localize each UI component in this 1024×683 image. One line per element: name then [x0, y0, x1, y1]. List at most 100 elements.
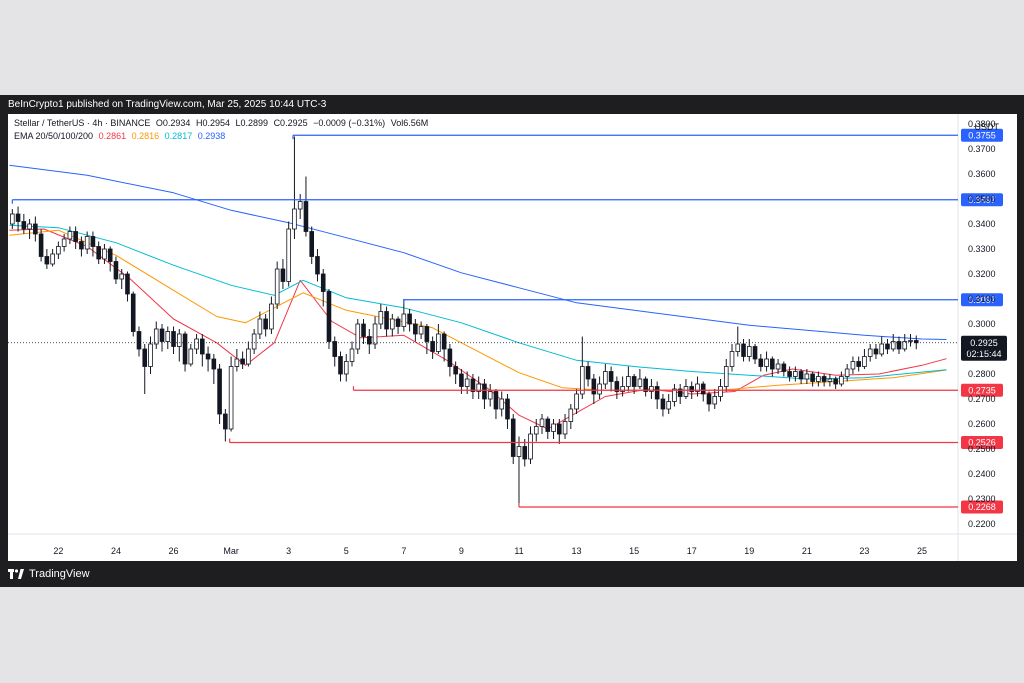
candle — [107, 246, 113, 272]
x-tick-label: 9 — [459, 546, 464, 556]
candle — [804, 369, 810, 384]
candle — [482, 379, 487, 409]
candle — [153, 321, 159, 349]
x-tick-label: 15 — [629, 546, 639, 556]
candle — [61, 234, 67, 252]
y-tick-label: 0.3300 — [968, 244, 996, 254]
level-price-label: 0.2735 — [968, 385, 996, 395]
candle — [729, 344, 735, 372]
candle — [649, 379, 654, 399]
candle — [33, 216, 38, 242]
chart-panel[interactable]: 0.3755 0.3497 0.3097 0.2735 0.2526 0.2268 0.29… — [8, 114, 1017, 561]
candle — [522, 439, 528, 467]
axis-layer: 0.3800 0.3700 0.3600 0.3500 0.3400 0.3300 0.32… — [53, 119, 995, 556]
resistance-level[interactable]: 0.3755 — [292, 128, 1003, 142]
quote-currency: USDT — [974, 122, 1000, 132]
candle — [654, 381, 660, 409]
ema-line-2 — [9, 229, 947, 391]
candle — [15, 206, 21, 232]
candle — [643, 376, 648, 397]
ema-title: EMA 20/50/100/200 — [14, 131, 94, 141]
ema50-value: 0.2816 — [131, 131, 160, 141]
candle — [816, 371, 821, 387]
level-price-label: 0.3097 — [968, 295, 996, 305]
symbol-legend: Stellar / TetherUS · 4h · BINANCE O0.293… — [14, 118, 431, 128]
candle — [366, 329, 372, 354]
candle — [424, 324, 430, 354]
candle — [499, 391, 505, 417]
tradingview-logo-icon — [8, 569, 24, 579]
candle — [539, 414, 545, 434]
candle — [67, 226, 73, 244]
candle-layer — [10, 136, 919, 507]
candle — [200, 334, 205, 367]
candle — [781, 361, 787, 377]
candle — [706, 391, 712, 412]
price-chart[interactable]: 0.3755 0.3497 0.3097 0.2735 0.2526 0.2268 0.29… — [8, 114, 1017, 561]
level-price-label: 0.3755 — [968, 130, 996, 140]
ohlc-high: H0.2954 — [195, 118, 230, 128]
volume: Vol6.56M — [390, 118, 429, 128]
candle — [551, 419, 556, 439]
candle — [677, 384, 683, 404]
support-level[interactable]: 0.2268 — [518, 500, 1003, 514]
x-tick-label: 5 — [344, 546, 349, 556]
candle — [603, 364, 608, 389]
candle — [349, 341, 355, 367]
bar-countdown-label: 02:15:44 — [966, 349, 1001, 359]
candle — [390, 314, 395, 337]
x-tick-label: 11 — [514, 546, 523, 556]
candle — [608, 366, 614, 392]
y-tick-label: 0.2900 — [968, 344, 996, 354]
candle — [102, 244, 107, 264]
y-tick-label: 0.2500 — [968, 444, 996, 454]
candle — [873, 344, 879, 359]
candle — [672, 384, 677, 407]
candle — [413, 319, 418, 342]
tradingview-footer[interactable]: TradingView — [8, 561, 90, 587]
candle — [361, 319, 366, 344]
candle — [73, 226, 78, 249]
support-level[interactable]: 0.2735 — [352, 383, 1003, 397]
candle — [770, 356, 775, 377]
candle — [476, 376, 481, 399]
candle — [274, 261, 280, 309]
candle — [205, 346, 211, 372]
candle — [735, 326, 741, 357]
y-tick-label: 0.3700 — [968, 144, 996, 154]
level-price-label: 0.2268 — [968, 502, 996, 512]
tradingview-brand: TradingView — [29, 568, 90, 580]
support-level[interactable]: 0.2526 — [229, 436, 1003, 449]
resistance-level[interactable]: 0.3497 — [11, 193, 1003, 207]
candle — [660, 394, 666, 417]
candle — [292, 136, 297, 239]
y-tick-label: 0.2700 — [968, 394, 996, 404]
candle — [844, 364, 850, 382]
candle — [119, 269, 125, 289]
candle — [850, 356, 856, 374]
y-tick-label: 0.2200 — [968, 519, 996, 529]
candle — [764, 351, 769, 372]
candle — [384, 306, 389, 337]
candle — [96, 241, 101, 264]
candle — [125, 271, 130, 302]
candle — [712, 389, 718, 409]
candle — [510, 414, 516, 464]
chart-frame: BeInCrypto1 published on TradingView.com… — [0, 95, 1024, 587]
y-tick-label: 0.3100 — [968, 294, 996, 304]
candle — [297, 194, 303, 219]
ema-legend[interactable]: EMA 20/50/100/200 0.2861 0.2816 0.2817 0… — [14, 131, 228, 141]
resistance-level[interactable]: 0.3097 — [403, 293, 1003, 307]
x-tick-label: 17 — [687, 546, 697, 556]
candle — [430, 336, 435, 359]
candle — [418, 321, 424, 339]
candle — [21, 214, 27, 234]
ema100-value: 0.2817 — [164, 131, 193, 141]
y-tick-label: 0.2600 — [968, 419, 996, 429]
candle — [436, 324, 441, 354]
x-tick-label: Mar — [223, 546, 239, 556]
candle — [401, 299, 407, 332]
candle — [223, 409, 228, 442]
candle — [597, 376, 602, 399]
candle — [856, 356, 861, 372]
